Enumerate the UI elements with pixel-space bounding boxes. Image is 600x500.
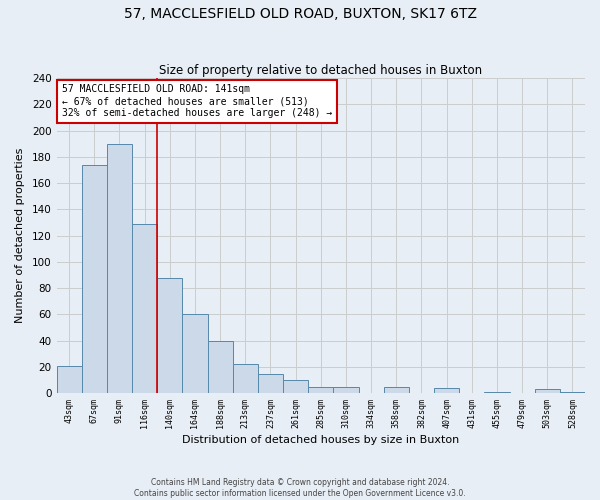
Bar [535,390,560,393]
Bar [383,386,409,393]
Bar [182,314,208,393]
Bar [560,392,585,393]
Bar [233,364,258,393]
Bar [308,386,334,393]
Bar [107,144,132,393]
Bar [258,374,283,393]
Bar [283,380,308,393]
Text: 57 MACCLESFIELD OLD ROAD: 141sqm
← 67% of detached houses are smaller (513)
32% : 57 MACCLESFIELD OLD ROAD: 141sqm ← 67% o… [62,84,332,117]
Bar [82,165,107,393]
Bar [334,386,359,393]
Bar [434,388,459,393]
Title: Size of property relative to detached houses in Buxton: Size of property relative to detached ho… [159,64,482,77]
Bar [157,278,182,393]
Bar [484,392,509,393]
Text: 57, MACCLESFIELD OLD ROAD, BUXTON, SK17 6TZ: 57, MACCLESFIELD OLD ROAD, BUXTON, SK17 … [124,8,476,22]
Bar [132,224,157,393]
X-axis label: Distribution of detached houses by size in Buxton: Distribution of detached houses by size … [182,435,460,445]
Bar [208,340,233,393]
Y-axis label: Number of detached properties: Number of detached properties [15,148,25,324]
Bar [56,366,82,393]
Text: Contains HM Land Registry data © Crown copyright and database right 2024.
Contai: Contains HM Land Registry data © Crown c… [134,478,466,498]
